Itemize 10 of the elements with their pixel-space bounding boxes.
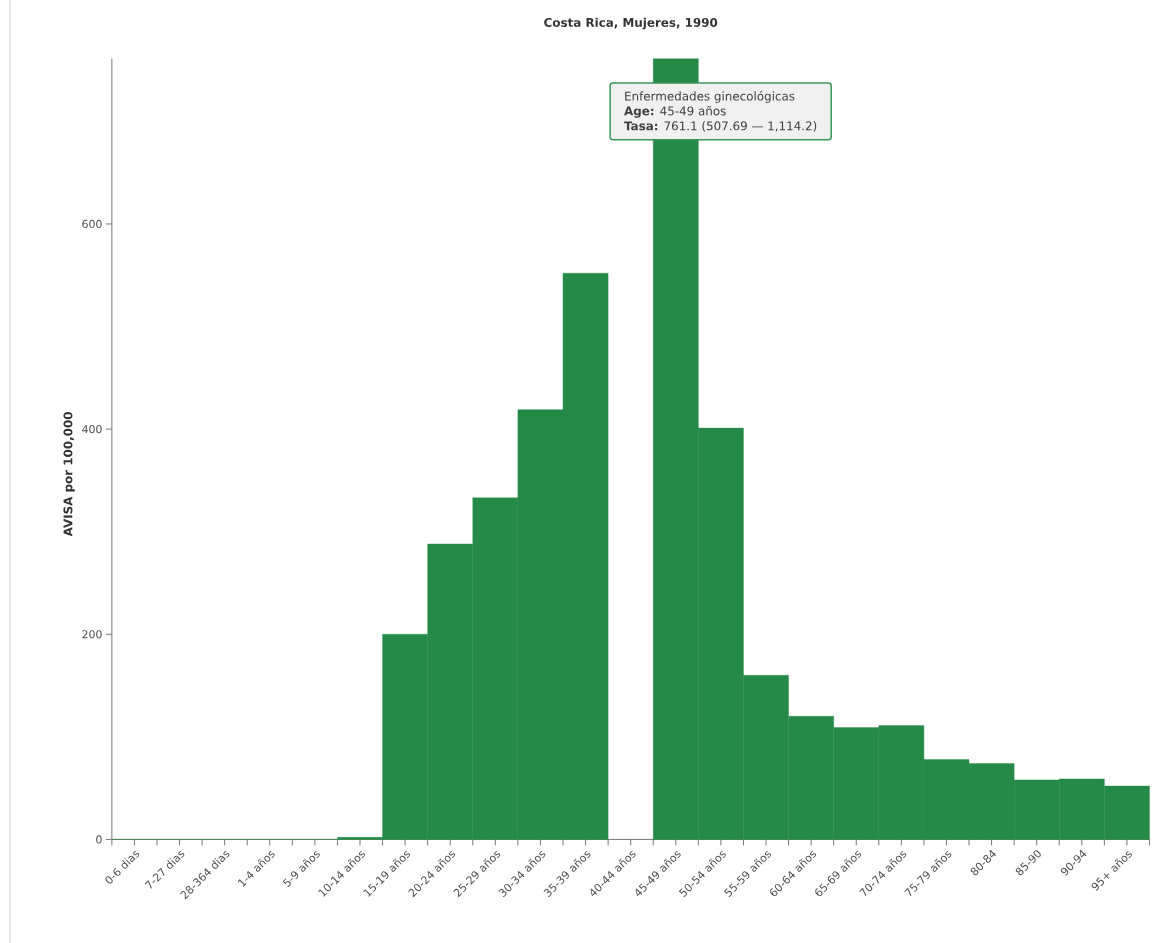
x-tick-label: 0-6 dias [105,850,140,884]
y-tick-label: 400 [82,425,102,434]
annotation: Tasa: 761.1 (507.69 — 1,114.2) [624,121,817,132]
y-tick-label: 0 [96,835,102,844]
y-axis-title: AVISA por 100,000 [63,412,75,537]
y-tick-label: 600 [82,219,102,229]
y-tick-label: 200 [82,630,102,639]
annotation: Age: 45-49 años [624,106,726,118]
chart-title: Costa Rica, Mujeres, 1990 [544,17,718,30]
annotation: Enfermedades ginecológicas [625,90,795,103]
